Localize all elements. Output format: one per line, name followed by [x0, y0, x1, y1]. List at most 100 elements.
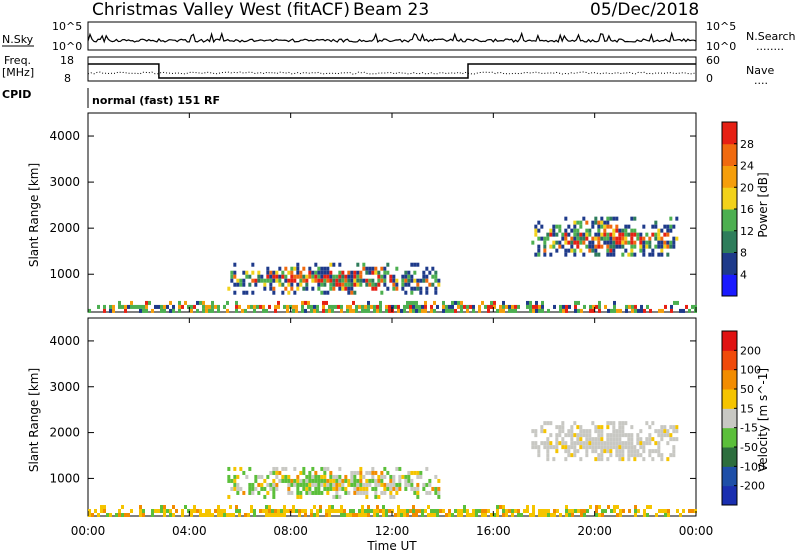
data-cell [606, 216, 610, 221]
data-cell [316, 509, 319, 513]
data-cell [670, 308, 673, 313]
data-cell [496, 308, 499, 313]
data-cell [359, 270, 363, 275]
data-cell [583, 509, 586, 513]
data-cell [600, 433, 604, 438]
data-cell [377, 278, 381, 283]
freq-label-2: [MHz] [2, 66, 34, 79]
data-cell [639, 437, 643, 442]
data-cell [211, 308, 214, 313]
data-cell [302, 466, 306, 471]
data-cell [603, 449, 607, 454]
data-cell [320, 278, 324, 283]
data-cell [263, 486, 267, 491]
data-cell [663, 232, 667, 237]
data-cell [660, 244, 664, 249]
data-cell [610, 509, 613, 513]
data-cell [618, 425, 622, 430]
data-cell [163, 304, 166, 309]
data-cell [601, 513, 604, 517]
data-cell [350, 482, 354, 487]
data-cell [404, 278, 408, 283]
data-cell [320, 478, 324, 483]
data-cell [585, 236, 589, 241]
data-cell [597, 244, 601, 249]
data-cell [664, 513, 667, 517]
data-cell [591, 421, 595, 426]
data-cell [538, 509, 541, 513]
data-cell [627, 445, 631, 450]
data-cell [317, 490, 321, 495]
colorbar-tick-label: 15 [740, 402, 754, 415]
data-cell [413, 262, 417, 267]
data-cell [597, 441, 601, 446]
data-cell [253, 513, 256, 517]
data-cell [374, 486, 378, 491]
data-cell [558, 240, 562, 245]
data-cell [643, 308, 646, 313]
data-cell [314, 486, 318, 491]
data-cell [582, 252, 586, 257]
data-cell [331, 505, 334, 509]
data-cell [311, 478, 315, 483]
data-cell [633, 216, 637, 221]
data-cell [591, 445, 595, 450]
data-cell [616, 505, 619, 509]
data-cell [570, 244, 574, 249]
data-cell [235, 509, 238, 513]
data-cell [338, 466, 342, 471]
data-cell [454, 300, 457, 305]
data-cell [290, 478, 294, 483]
data-cell [658, 509, 661, 513]
data-cell [356, 490, 360, 495]
data-cell [139, 505, 142, 509]
colorbar-tick-label: 20 [740, 181, 754, 194]
data-cell [594, 244, 598, 249]
data-cell [103, 505, 106, 509]
data-cell [416, 486, 420, 491]
data-cell [579, 429, 583, 434]
y-tick-label: 4000 [49, 129, 80, 143]
data-cell [559, 513, 562, 517]
data-cell [142, 308, 145, 313]
data-cell [669, 224, 673, 229]
data-cell [561, 421, 565, 426]
data-cell [669, 244, 673, 249]
data-cell [352, 509, 355, 513]
data-cell [367, 505, 370, 509]
data-cell [517, 304, 520, 309]
data-cell [392, 286, 396, 291]
data-cell [543, 445, 547, 450]
data-cell [341, 482, 345, 487]
data-cell [436, 509, 439, 513]
data-cell [365, 478, 369, 483]
data-cell [657, 232, 661, 237]
data-cell [274, 304, 277, 309]
data-cell [272, 486, 276, 491]
data-cell [648, 236, 652, 241]
data-cell [422, 278, 426, 283]
data-cell [287, 270, 291, 275]
data-cell [377, 270, 381, 275]
data-cell [260, 482, 264, 487]
data-cell [139, 308, 142, 313]
data-cell [457, 513, 460, 517]
data-cell [328, 509, 331, 513]
data-cell [549, 421, 553, 426]
data-cell [361, 509, 364, 513]
data-cell [615, 433, 619, 438]
data-cell [172, 505, 175, 509]
data-cell [627, 437, 631, 442]
y-tick-label: 2000 [49, 221, 80, 235]
data-cell [233, 282, 237, 287]
data-cell [350, 470, 354, 475]
power-colorbar-label: Power [dB] [756, 172, 770, 237]
data-cell [242, 470, 246, 475]
data-cell [442, 304, 445, 309]
data-cell [606, 232, 610, 237]
data-cell [380, 278, 384, 283]
data-cell [609, 240, 613, 245]
data-cell [682, 509, 685, 513]
data-cell [410, 274, 414, 279]
data-cell [594, 437, 598, 442]
